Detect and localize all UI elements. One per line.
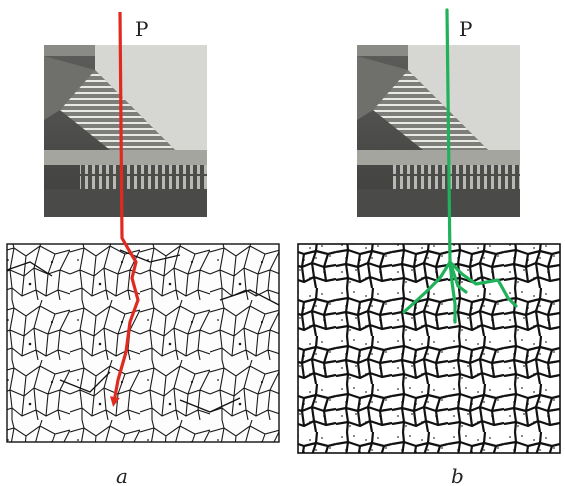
fracture-photo-a <box>44 45 207 217</box>
crack-branch-center <box>448 260 457 324</box>
load-label-b: P <box>459 17 472 41</box>
load-arrow-b <box>402 8 518 324</box>
load-arrow-path-b <box>445 8 452 264</box>
load-label-a: P <box>135 17 148 41</box>
panel-b: P b <box>297 8 561 486</box>
load-arrow-path-a <box>109 11 140 407</box>
panel-a: P a <box>6 11 280 486</box>
crack-branch-left <box>402 260 452 314</box>
microstructure-a <box>6 243 280 443</box>
fracture-photo-b <box>357 45 520 217</box>
microstructure-b <box>297 243 561 454</box>
panel-label-a: a <box>116 464 128 486</box>
crack-branch-mid-right <box>448 260 468 294</box>
crack-branch-right <box>448 260 518 308</box>
panel-label-b: b <box>451 464 464 486</box>
